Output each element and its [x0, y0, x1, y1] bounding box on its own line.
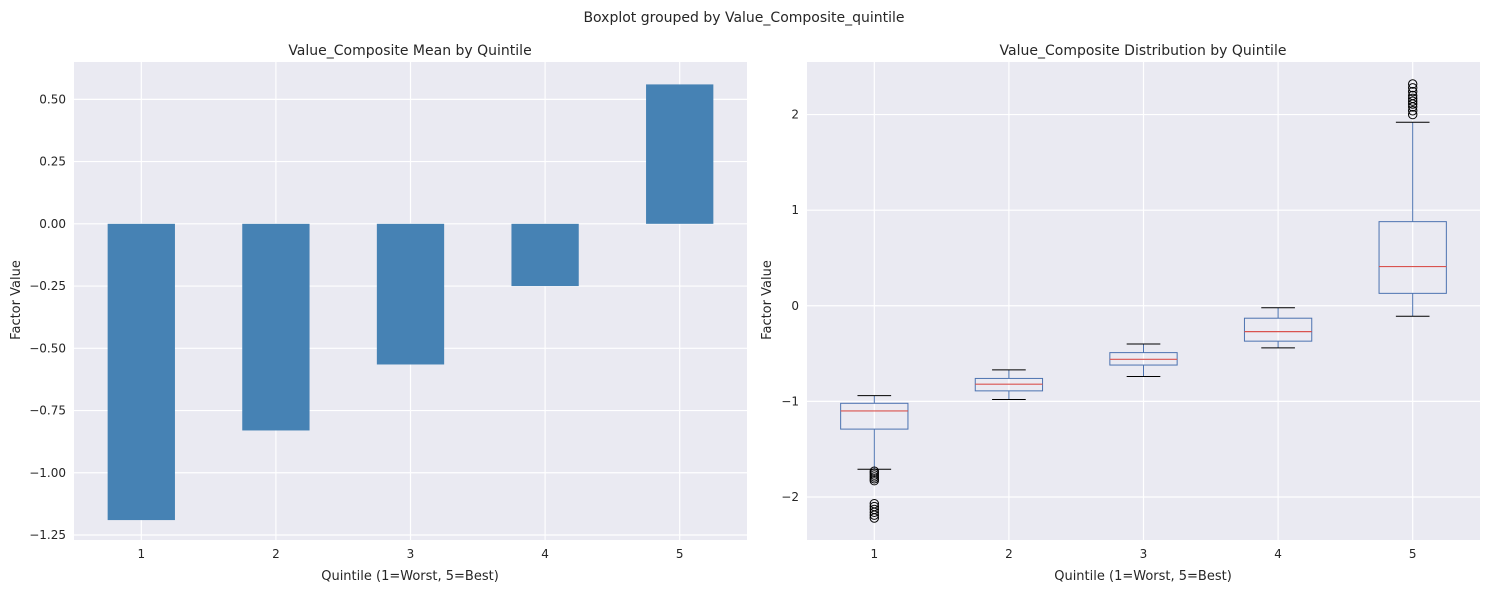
- box-quintile-2: [974, 369, 1044, 400]
- boxplot-y-ticks: −2 −1 0 1 2: [781, 108, 799, 504]
- bar-chart-x-tick-label: 2: [272, 547, 280, 561]
- boxplot-x-tick-label: 3: [1140, 547, 1148, 561]
- outlier-point: [1408, 86, 1418, 97]
- boxplot-x-label: Quintile (1=Worst, 5=Best): [1054, 569, 1232, 584]
- box-quintile-4: [1243, 307, 1313, 349]
- outlier-point: [1408, 90, 1418, 101]
- bar-chart-y-tick-label: 0.25: [39, 155, 66, 169]
- bar-chart-x-tick-label: 1: [137, 547, 145, 561]
- bar-chart-bars: [107, 84, 714, 521]
- iqr-box: [1378, 221, 1447, 294]
- outlier-point: [869, 476, 879, 486]
- figure-suptitle: Boxplot grouped by Value_Composite_quint…: [583, 10, 904, 26]
- bar-chart-y-tick-label: −1.00: [29, 466, 66, 480]
- iqr-box: [1243, 317, 1313, 342]
- bar-chart-y-tick-label: 0.50: [39, 92, 66, 106]
- boxplot-y-tick-label: 2: [791, 108, 799, 122]
- bar-chart-y-tick-label: −0.75: [29, 404, 66, 418]
- boxplot-x-tick-label: 4: [1274, 547, 1282, 561]
- bar-chart-y-ticks: −1.25 −1.00 −0.75 −0.50 −0.25 0.00 0.25 0.50: [29, 92, 66, 542]
- boxplot-gridlines: [807, 62, 1480, 540]
- boxplot-y-tick-label: 1: [791, 203, 799, 217]
- boxplot-panel: −2 −1 0 1 2 1 2 3 4 5 Value_Composite Distributi…: [760, 43, 1480, 584]
- bar-quintile-4: [511, 223, 579, 287]
- boxplot-x-ticks: 1 2 3 4 5: [870, 547, 1416, 561]
- outlier-point: [869, 507, 879, 517]
- outlier-point: [1408, 93, 1418, 104]
- outlier-point: [1408, 96, 1418, 106]
- bar-chart-y-tick-label: −1.25: [29, 528, 66, 542]
- iqr-box: [840, 402, 909, 430]
- bar-chart-x-label: Quintile (1=Worst, 5=Best): [321, 569, 499, 584]
- boxplot-boxes: [840, 79, 1447, 523]
- bar-chart-x-tick-label: 4: [541, 547, 549, 561]
- bar-quintile-3: [376, 223, 445, 365]
- boxplot-x-tick-label: 2: [1005, 547, 1013, 561]
- bar-quintile-1: [107, 223, 175, 521]
- boxplot-y-tick-label: −2: [781, 490, 799, 504]
- box-quintile-3: [1109, 343, 1178, 378]
- boxplot-x-tick-label: 1: [870, 547, 878, 561]
- boxplot-y-tick-label: −1: [781, 394, 799, 408]
- outlier-point: [869, 510, 879, 520]
- boxplot-y-label: Factor Value: [760, 260, 775, 340]
- bar-chart-title: Value_Composite Mean by Quintile: [288, 43, 531, 59]
- boxplot-y-tick-label: 0: [791, 299, 799, 313]
- bar-chart-x-ticks: 1 2 3 4 5: [137, 547, 683, 561]
- bar-chart-panel: −1.25 −1.00 −0.75 −0.50 −0.25 0.00 0.25 0.50 1 2…: [9, 43, 747, 584]
- box-quintile-5: [1378, 79, 1447, 317]
- bar-chart-y-tick-label: −0.25: [29, 279, 66, 293]
- bar-chart-x-tick-label: 5: [676, 547, 684, 561]
- box-quintile-1: [840, 395, 909, 523]
- outlier-point: [1408, 109, 1418, 120]
- outlier-point: [1408, 83, 1418, 93]
- outlier-point: [869, 513, 879, 523]
- bar-quintile-5: [646, 84, 714, 224]
- bar-chart-y-label: Factor Value: [9, 260, 24, 340]
- bar-chart-x-tick-label: 3: [407, 547, 415, 561]
- bar-chart-y-tick-label: −0.50: [29, 341, 66, 355]
- outlier-point: [1408, 106, 1418, 116]
- boxplot-x-tick-label: 5: [1409, 547, 1417, 561]
- bar-quintile-2: [242, 223, 310, 431]
- bar-chart-y-tick-label: 0.00: [39, 217, 66, 231]
- boxplot-title: Value_Composite Distribution by Quintile: [1000, 43, 1287, 59]
- outlier-point: [1408, 79, 1418, 89]
